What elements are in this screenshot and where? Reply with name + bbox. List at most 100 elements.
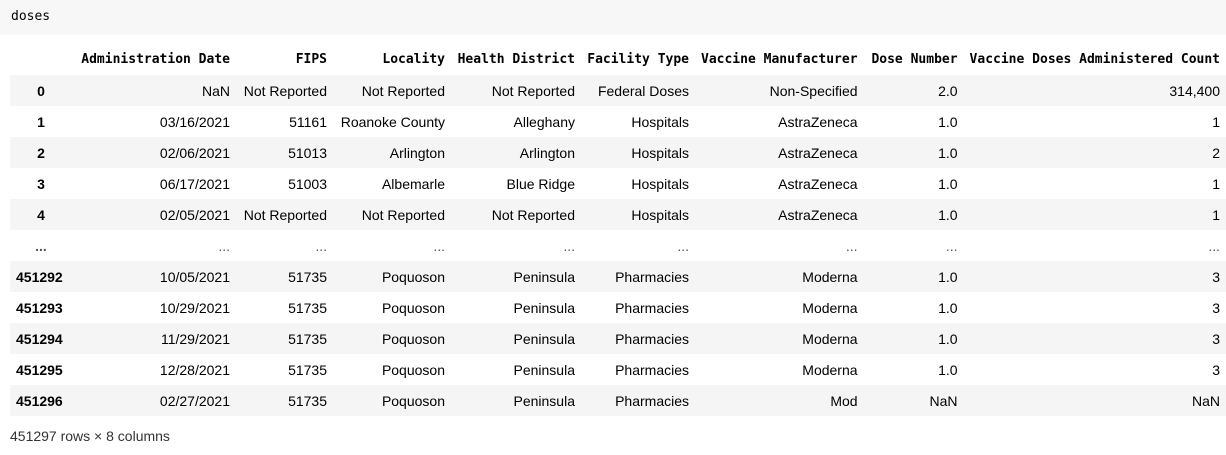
table-cell: 3 [1212, 330, 1220, 347]
table-cell: 51735 [288, 299, 327, 316]
table-cell: Non-Specified [769, 82, 858, 99]
table-cell: 51003 [288, 175, 327, 192]
table-cell: Roanoke County [340, 113, 445, 130]
table-row: 3 06/17/2021 51003 Albemarle Blue Ridge Hospi… [10, 168, 1226, 199]
table-cell: 3 [1212, 268, 1220, 285]
table-cell: Pharmacies [615, 299, 689, 316]
table-cell: Albemarle [381, 175, 445, 192]
table-cell: 1 [1212, 113, 1220, 130]
table-cell: 10/29/2021 [159, 299, 230, 316]
table-cell: Not Reported [243, 206, 327, 223]
table-cell: Hospitals [631, 175, 689, 192]
table-cell: ... [945, 237, 958, 254]
table-cell: 51735 [288, 361, 327, 378]
table-cell: NaN [201, 82, 230, 99]
table-cell: Poquoson [381, 299, 445, 316]
table-cell: NaN [929, 392, 958, 409]
table-cell: AstraZeneca [778, 206, 858, 223]
row-index: 1 [37, 113, 45, 130]
table-cell: 1.0 [938, 268, 958, 285]
table-cell: 02/06/2021 [159, 144, 230, 161]
table-cell: Arlington [389, 144, 445, 161]
table-row: 451292 10/05/2021 51735 Poquoson Peninsula Ph… [10, 261, 1226, 292]
code-input-cell[interactable]: doses [0, 0, 1226, 35]
table-row: 451296 02/27/2021 51735 Poquoson Peninsula Ph… [10, 385, 1226, 416]
row-index: 2 [37, 144, 45, 161]
table-cell: Poquoson [381, 361, 445, 378]
row-index: 0 [37, 82, 45, 99]
table-cell: 11/29/2021 [160, 330, 230, 347]
table-cell: Peninsula [513, 330, 576, 347]
table-cell: 02/05/2021 [159, 206, 230, 223]
table-cell: Peninsula [513, 392, 576, 409]
table-cell: Not Reported [361, 206, 445, 223]
index-header [10, 43, 72, 75]
table-cell: Not Reported [361, 82, 445, 99]
table-cell: 02/27/2021 [159, 392, 230, 409]
table-cell: Peninsula [513, 361, 576, 378]
table-cell: 1.0 [938, 113, 958, 130]
table-cell: Moderna [802, 361, 858, 378]
table-cell: Not Reported [491, 206, 575, 223]
table-cell: 51735 [288, 330, 327, 347]
table-cell: Not Reported [491, 82, 575, 99]
table-cell: ... [845, 237, 858, 254]
column-header: Administration Date [81, 51, 230, 67]
table-cell: 3 [1212, 299, 1220, 316]
table-cell: Not Reported [243, 82, 327, 99]
table-cell: 03/16/2021 [159, 113, 230, 130]
table-cell: 1.0 [938, 175, 958, 192]
table-cell: Pharmacies [615, 330, 689, 347]
table-cell: ... [218, 237, 230, 254]
table-cell: 1 [1212, 175, 1220, 192]
column-header: FIPS [295, 51, 327, 67]
row-index: 451293 [16, 299, 63, 316]
table-cell: ... [1208, 237, 1220, 254]
row-index: 4 [37, 206, 45, 223]
column-header: Health District [457, 51, 575, 67]
table-cell: 1.0 [938, 330, 958, 347]
row-index: 3 [37, 175, 45, 192]
table-cell: Blue Ridge [506, 175, 576, 192]
table-cell: Moderna [802, 330, 858, 347]
table-cell: Pharmacies [615, 268, 689, 285]
row-index: 451294 [16, 330, 63, 347]
table-cell: 1.0 [938, 361, 958, 378]
dataframe-table: Administration Date FIPS Locality Health… [10, 43, 1226, 416]
table-cell: Poquoson [381, 392, 445, 409]
table-row: 1 03/16/2021 51161 Roanoke County Alleghany H… [10, 106, 1226, 137]
table-cell: Peninsula [513, 299, 576, 316]
table-cell: Pharmacies [615, 361, 689, 378]
table-cell: Hospitals [631, 206, 689, 223]
table-cell: AstraZeneca [778, 175, 858, 192]
dataframe-shape: 451297 rows × 8 columns [10, 428, 170, 444]
table-cell: 12/28/2021 [159, 361, 230, 378]
table-cell: 1.0 [938, 144, 958, 161]
table-cell: Peninsula [513, 268, 576, 285]
table-cell: ... [315, 237, 327, 254]
table-row: 2 02/06/2021 51013 Arlington Arlington Hospit… [10, 137, 1226, 168]
table-cell: Moderna [802, 299, 858, 316]
table-cell: 1 [1212, 206, 1220, 223]
table-row: 451295 12/28/2021 51735 Poquoson Peninsula Ph… [10, 354, 1226, 385]
table-cell: Hospitals [631, 144, 689, 161]
table-cell: 2 [1212, 144, 1220, 161]
table-cell: 2.0 [938, 82, 958, 99]
code-text[interactable]: doses [11, 9, 51, 24]
table-cell: 3 [1212, 361, 1220, 378]
column-header: Facility Type [587, 51, 689, 67]
table-row: ........................... [10, 230, 1226, 261]
table-cell: ... [563, 237, 575, 254]
table-row: 4 02/05/2021 Not Reported Not Reported Not R… [10, 199, 1226, 230]
table-row: 451294 11/29/2021 51735 Poquoson Peninsula Ph… [10, 323, 1226, 354]
column-header: Dose Number [871, 51, 958, 67]
table-cell: Pharmacies [615, 392, 689, 409]
table-cell: ... [677, 237, 689, 254]
row-index: 451296 [16, 392, 63, 409]
table-cell: Hospitals [631, 113, 689, 130]
table-cell: AstraZeneca [778, 144, 858, 161]
table-cell: AstraZeneca [778, 113, 858, 130]
column-header: Vaccine Manufacturer [701, 51, 858, 67]
table-cell: Mod [830, 392, 858, 409]
table-cell: ... [433, 237, 445, 254]
